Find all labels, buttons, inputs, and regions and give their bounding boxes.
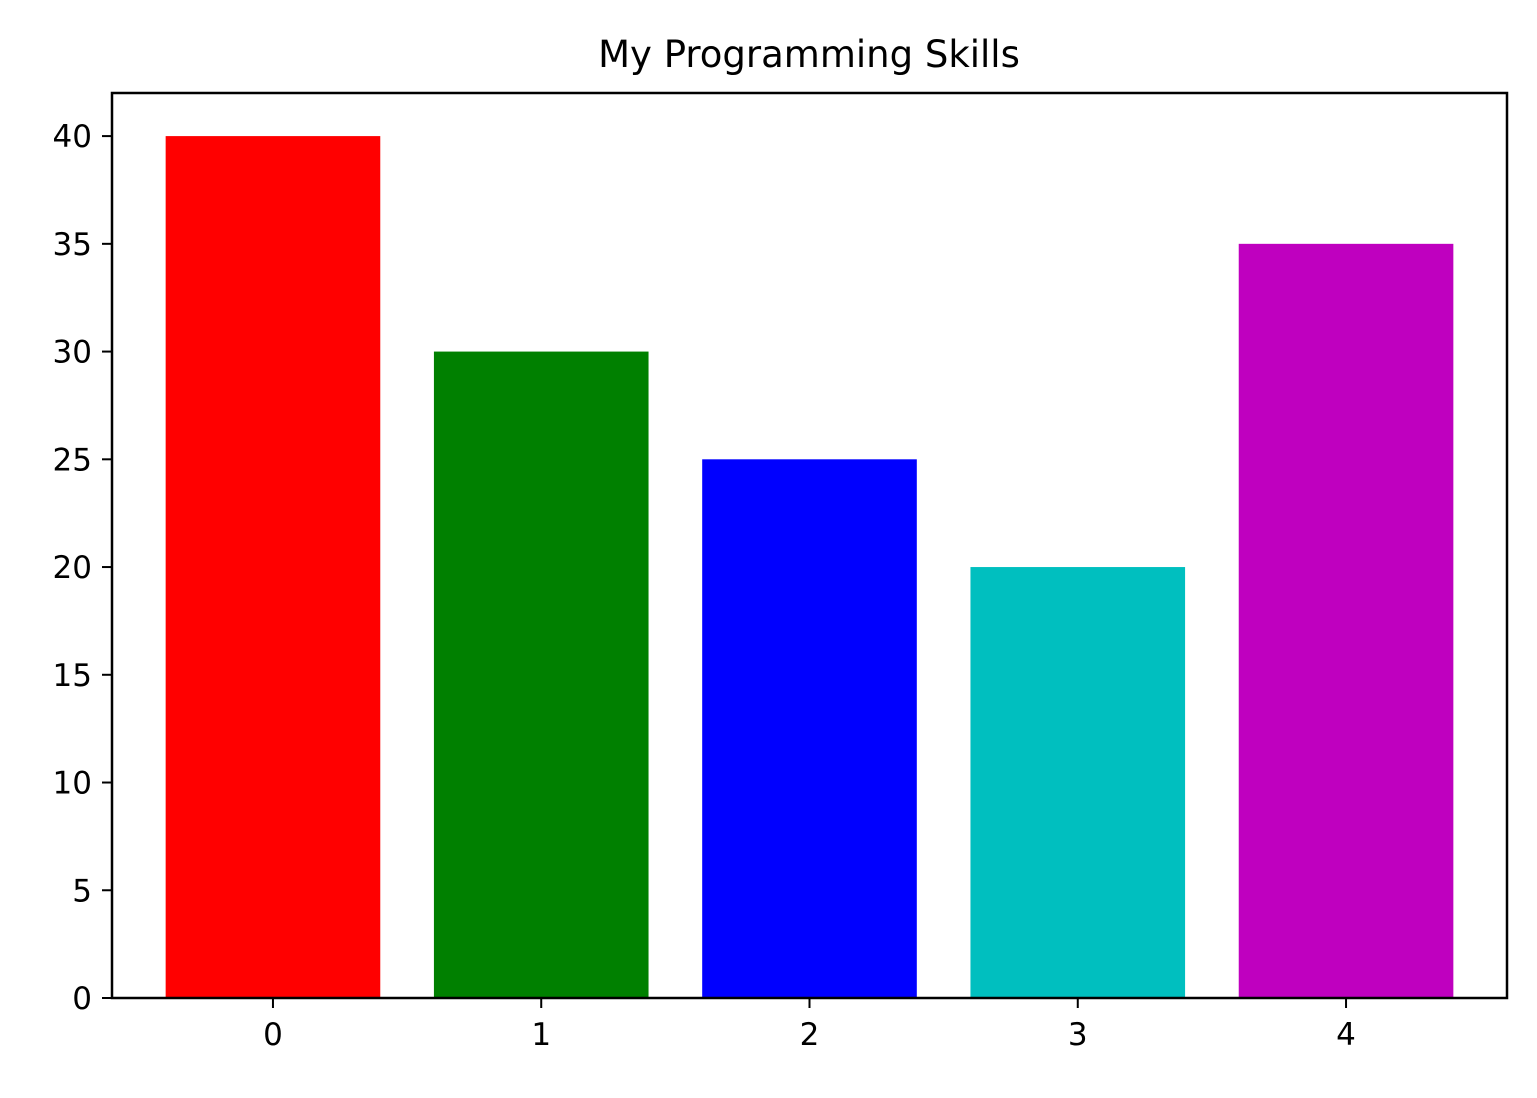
x-tick-label: 1 [531, 1017, 551, 1053]
x-tick-label: 0 [263, 1017, 283, 1053]
y-tick-label: 30 [53, 335, 92, 371]
bar-3 [970, 567, 1186, 998]
x-tick-label: 2 [800, 1017, 820, 1053]
y-tick-label: 40 [53, 119, 92, 155]
bar-4 [1238, 243, 1454, 999]
y-tick-label: 20 [53, 550, 92, 586]
y-tick-label: 5 [72, 873, 92, 909]
x-tick-label: 3 [1068, 1017, 1088, 1053]
bar-1 [433, 351, 649, 999]
y-tick-label: 25 [53, 442, 92, 478]
x-axis: 0 1 2 3 4 [263, 998, 1356, 1053]
y-tick-label: 10 [53, 766, 92, 802]
bar-2 [702, 459, 917, 998]
y-tick-label: 15 [53, 658, 92, 694]
y-axis: 0 5 10 15 20 25 30 35 40 [53, 119, 112, 1017]
bars-group [165, 136, 1454, 999]
plot-frame [110, 91, 1509, 1000]
x-tick-label: 4 [1336, 1017, 1356, 1053]
bar-0 [165, 136, 381, 999]
y-tick-label: 35 [53, 227, 92, 263]
y-tick-label: 0 [72, 981, 92, 1017]
chart-title: My Programming Skills [598, 33, 1020, 76]
